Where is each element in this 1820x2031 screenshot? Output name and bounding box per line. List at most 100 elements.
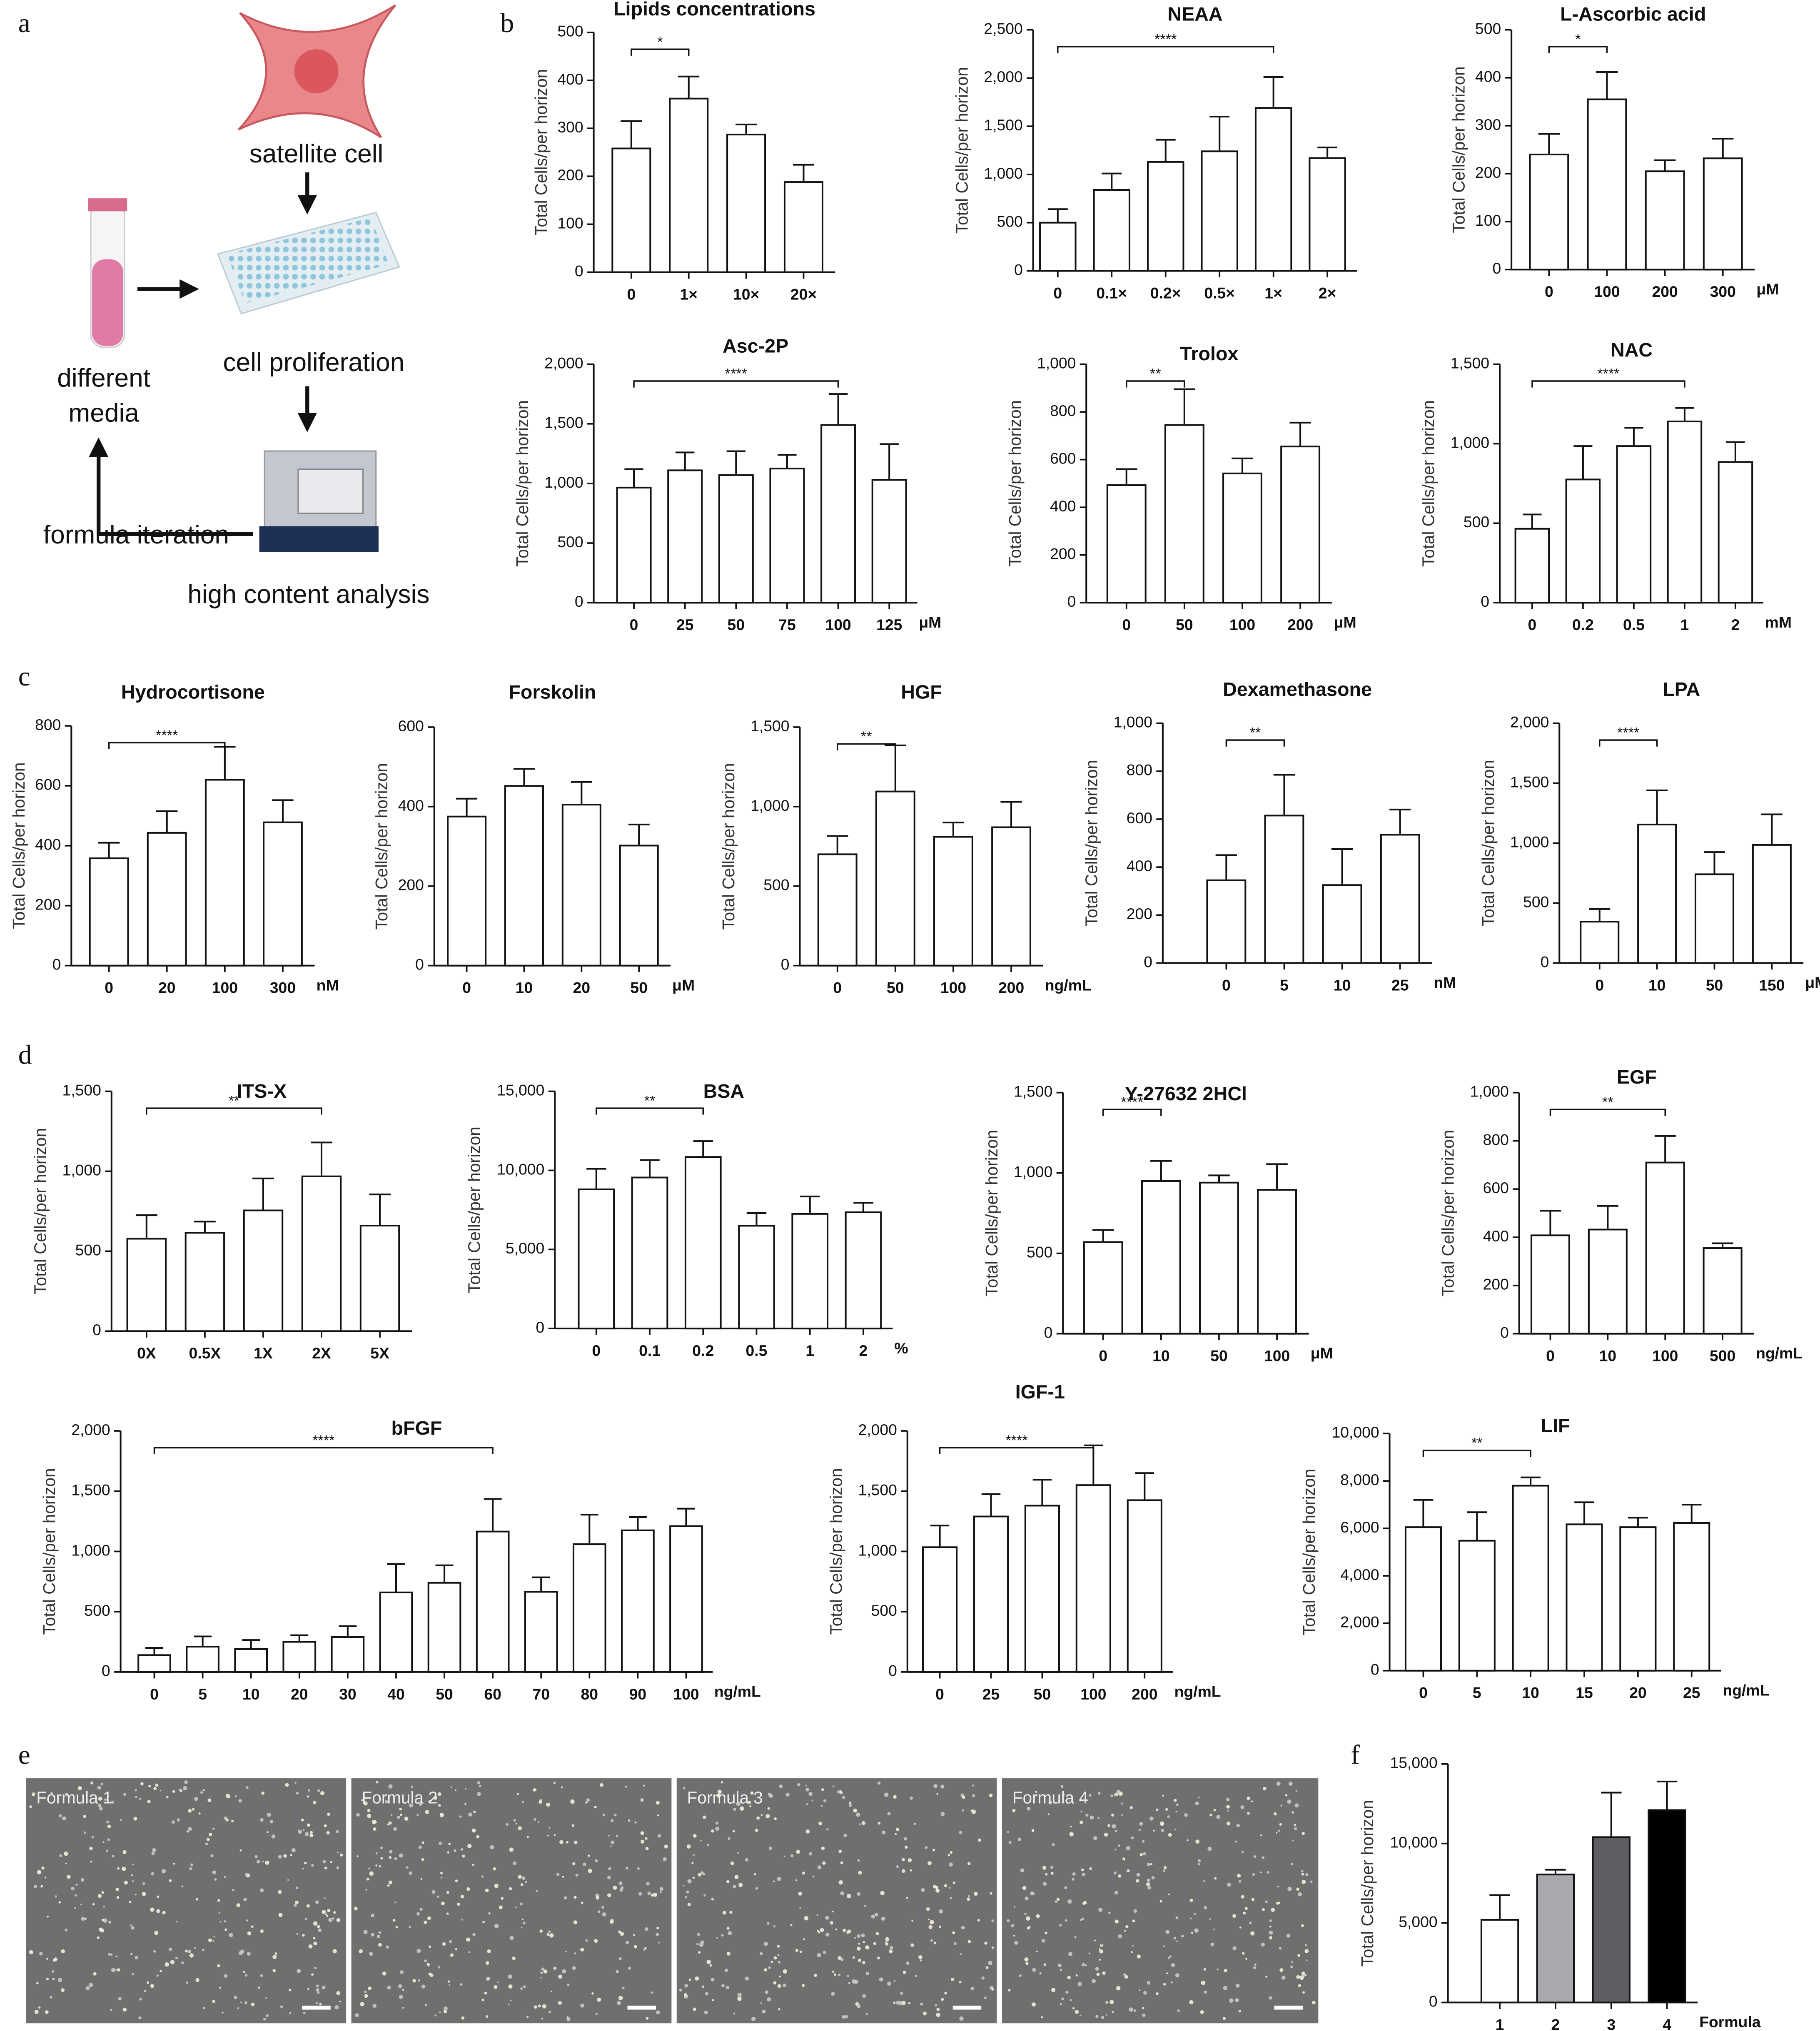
cell-dot xyxy=(861,1933,865,1938)
cell-dot xyxy=(970,1986,974,1990)
cell-dot xyxy=(115,1956,117,1958)
cell-dot xyxy=(799,1907,801,1909)
significance-bracket xyxy=(1057,46,1274,53)
x-tick-label: 5 xyxy=(1280,976,1289,994)
y-tick-label: 800 xyxy=(1127,761,1152,779)
cell-dot xyxy=(1108,1911,1111,1914)
cell-dot xyxy=(721,1984,725,1988)
cell-dot xyxy=(1294,1827,1297,1830)
cell-dot xyxy=(455,1879,458,1882)
cell-dot xyxy=(107,1824,111,1829)
diagram-label: different xyxy=(57,364,150,392)
bar xyxy=(126,1238,167,1332)
cell-dot xyxy=(1139,1989,1141,1991)
cell-dot xyxy=(1151,1876,1155,1880)
y-tick-label: 1,000 xyxy=(1114,713,1152,731)
cell-dot xyxy=(896,1827,900,1831)
cell-dot xyxy=(1190,1917,1192,1919)
cell-dot xyxy=(1127,1869,1130,1872)
cell-dot xyxy=(132,1880,134,1882)
chart-title: IGF-1 xyxy=(1015,1381,1065,1403)
cell-dot xyxy=(637,1867,640,1870)
cell-dot xyxy=(896,2001,900,2005)
cell-dot xyxy=(585,1801,588,1804)
cell-dot xyxy=(88,1983,93,1987)
plate-wells xyxy=(227,217,389,304)
cell-dot xyxy=(1082,1872,1085,1876)
y-tick-label: 600 xyxy=(398,717,424,735)
cell-dot xyxy=(506,1823,509,1826)
cell-dot xyxy=(760,1814,763,1816)
cell-dot xyxy=(1279,1968,1284,1972)
cell-dot xyxy=(1080,1811,1082,1812)
cell-dot xyxy=(1239,1926,1242,1929)
cell-dot xyxy=(1065,1991,1069,1994)
x-tick-label: 0 xyxy=(1099,1347,1107,1364)
significance-bracket xyxy=(146,1107,322,1115)
y-tick-label: 600 xyxy=(1050,449,1076,467)
cell-dot xyxy=(991,1946,994,1949)
x-tick-label: 0 xyxy=(627,285,636,303)
cell-dot xyxy=(186,1981,189,1984)
significance-label: **** xyxy=(1005,1433,1027,1448)
cell-dot xyxy=(1022,1886,1027,1890)
cell-dot xyxy=(559,1840,563,1844)
x-tick-label: 200 xyxy=(998,979,1024,997)
cell-dot xyxy=(940,1812,945,1817)
cell-dot xyxy=(820,1928,824,1932)
cell-dot xyxy=(33,1884,37,1889)
cell-dot xyxy=(1020,1868,1025,1873)
bar xyxy=(1530,1234,1571,1335)
cell-dot xyxy=(913,1823,916,1825)
cell-dot xyxy=(1089,1867,1092,1870)
cell-dot xyxy=(842,2015,845,2019)
cell-dot xyxy=(309,1834,314,1837)
cell-dot xyxy=(532,1788,536,1792)
cell-dot xyxy=(816,1914,818,1916)
x-tick-label: 40 xyxy=(387,1685,405,1703)
cell-dot xyxy=(224,1920,226,1923)
significance-bracket xyxy=(1126,380,1185,388)
cell-dot xyxy=(1247,1812,1250,1815)
bar xyxy=(726,134,766,273)
y-tick-label: 15,000 xyxy=(1390,1754,1438,1772)
cell-dot xyxy=(389,1856,392,1859)
cell-dot xyxy=(297,1969,301,1973)
cell-dot xyxy=(225,1794,230,1798)
chart-title: bFGF xyxy=(391,1417,442,1439)
cell-dot xyxy=(317,1991,320,1994)
cell-dot xyxy=(173,1862,175,1865)
chart-title: EGF xyxy=(1617,1066,1657,1088)
cell-dot xyxy=(1080,1820,1083,1824)
cell-dot xyxy=(425,2004,427,2006)
bar xyxy=(631,1176,668,1330)
cell-dot xyxy=(981,1976,985,1980)
y-axis-label: Total Cells/per horizon xyxy=(531,69,551,236)
cell-dot xyxy=(838,1956,842,1960)
cell-dot xyxy=(449,1984,451,1986)
cell-dot xyxy=(1150,1863,1153,1866)
y-tick-label: 0 xyxy=(575,593,583,610)
y-tick-label: 500 xyxy=(557,22,583,40)
cell-dot xyxy=(1261,1942,1265,1947)
cell-dot xyxy=(324,1867,327,1870)
cell-dot xyxy=(153,1787,157,1790)
bar xyxy=(1380,834,1420,964)
cell-dot xyxy=(287,1879,289,1881)
cell-dot xyxy=(440,1876,443,1879)
y-tick-label: 1,000 xyxy=(544,473,583,491)
bar xyxy=(611,147,651,273)
cell-dot xyxy=(887,1812,891,1816)
cell-dot xyxy=(116,1896,120,1899)
cell-dot xyxy=(52,1970,55,1973)
cell-dot xyxy=(485,1961,489,1965)
cell-dot xyxy=(566,2017,571,2021)
cell-dot xyxy=(1290,1965,1293,1969)
bar xyxy=(1648,1809,1686,2004)
y-tick-label: 500 xyxy=(1475,20,1501,37)
cell-dot xyxy=(375,1864,378,1867)
cell-dot xyxy=(298,1829,302,1834)
